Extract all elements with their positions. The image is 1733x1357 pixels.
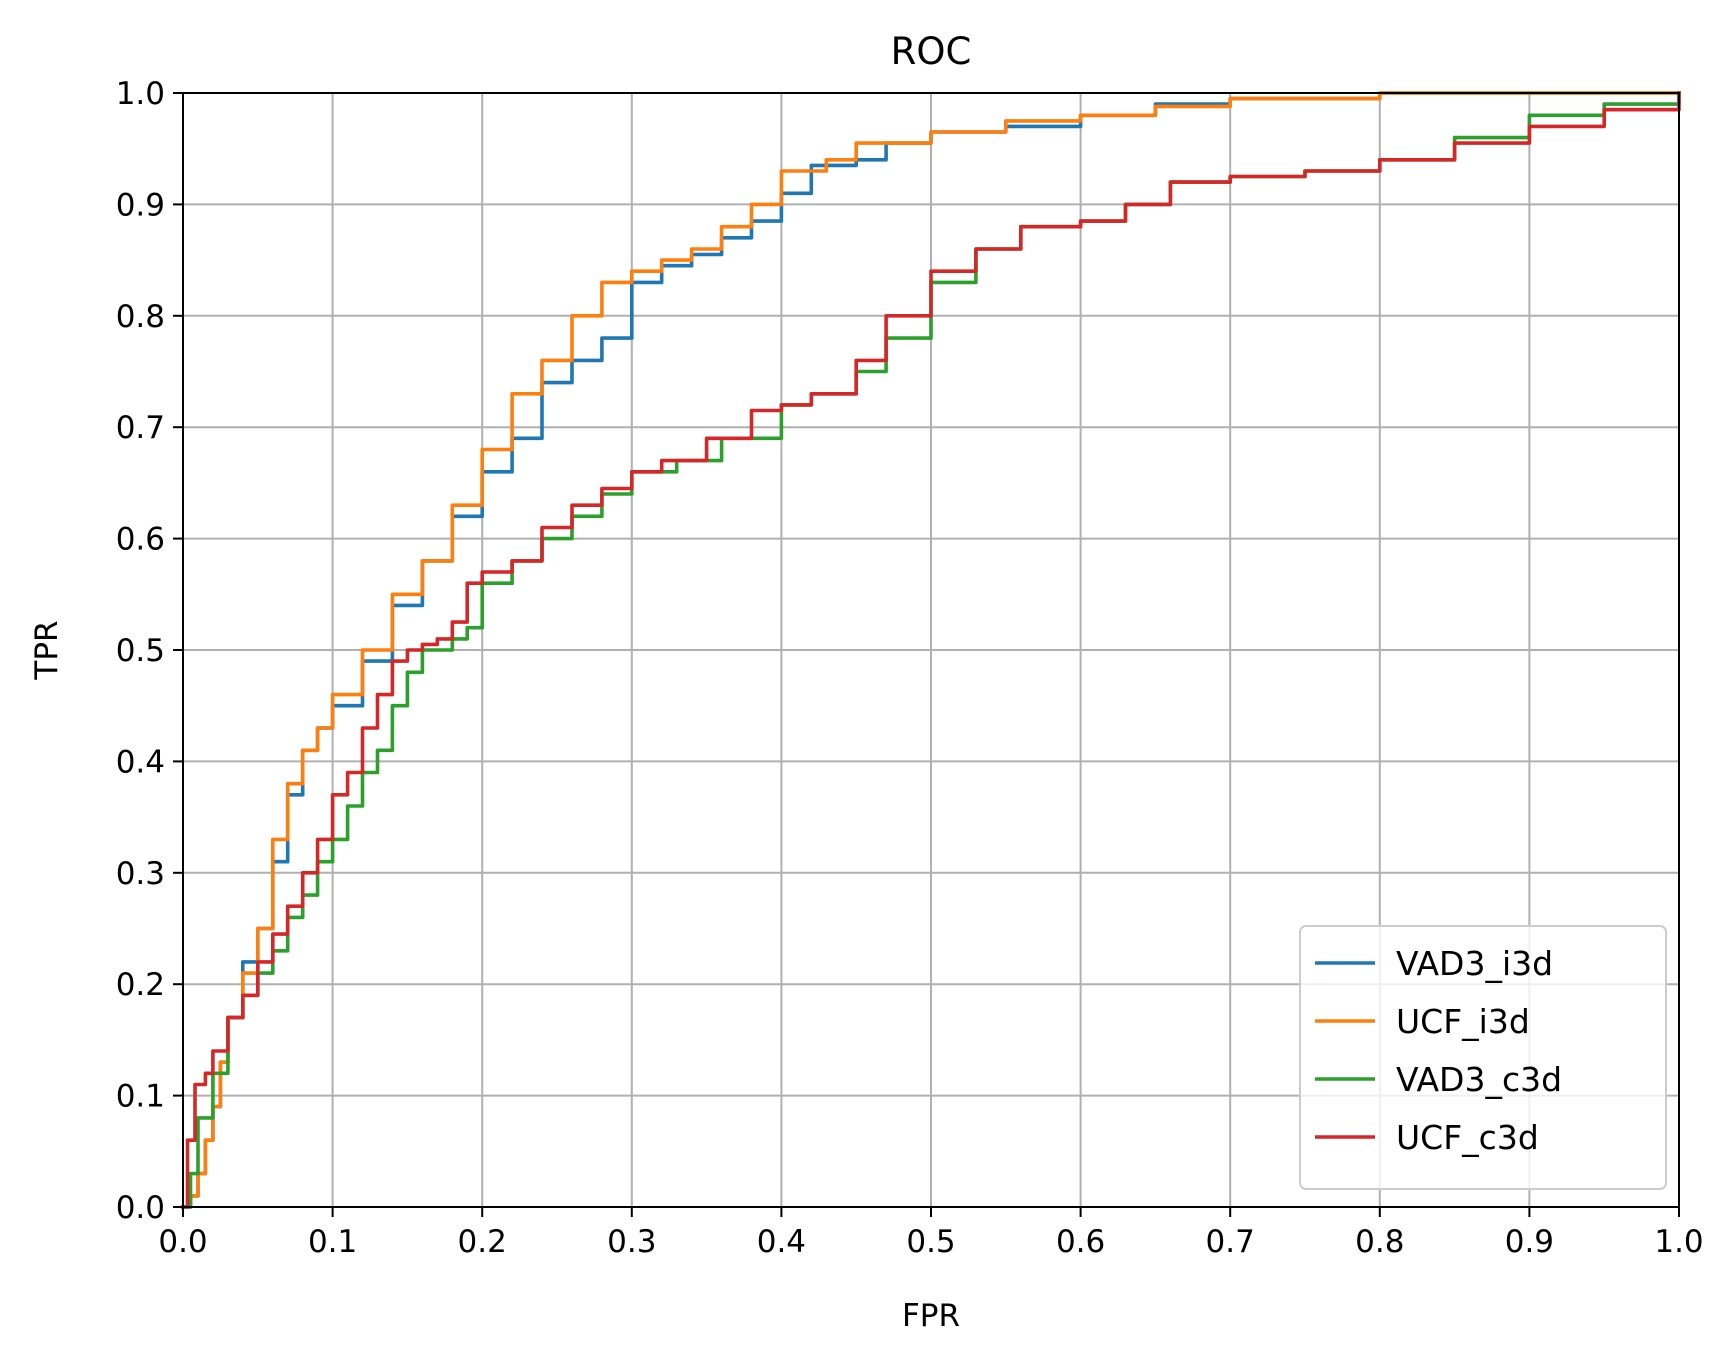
- x-tick-label: 0.3: [607, 1224, 656, 1260]
- legend-label: VAD3_i3d: [1396, 944, 1553, 983]
- x-tick-label: 0.1: [308, 1224, 357, 1260]
- x-axis-title: FPR: [902, 1298, 960, 1334]
- legend-label: UCF_c3d: [1396, 1118, 1539, 1157]
- legend-label: UCF_i3d: [1396, 1002, 1530, 1041]
- x-tick-label: 0.9: [1505, 1224, 1554, 1260]
- y-tick-label: 0.9: [116, 187, 165, 223]
- x-tick-label: 0.5: [906, 1224, 955, 1260]
- x-tick-label: 0.6: [1056, 1224, 1105, 1260]
- y-tick-label: 0.3: [116, 856, 165, 892]
- x-tick-label: 0.8: [1355, 1224, 1404, 1260]
- y-tick-label: 0.4: [116, 744, 165, 780]
- chart-title: ROC: [891, 30, 972, 73]
- x-tick-label: 0.4: [757, 1224, 806, 1260]
- y-tick-label: 1.0: [116, 76, 165, 112]
- x-tick-label: 0.7: [1206, 1224, 1255, 1260]
- y-tick-label: 0.6: [116, 522, 165, 558]
- x-tick-label: 0.0: [158, 1224, 207, 1260]
- x-tick-label: 1.0: [1654, 1224, 1703, 1260]
- legend: VAD3_i3d UCF_i3d VAD3_c3d UCF_c3d: [1299, 925, 1667, 1190]
- series-line-ucf-c3d: [181, 91, 1681, 1209]
- y-axis-title: TPR: [29, 620, 65, 680]
- axis-ticks: 0.0 0.1 0.2 0.3 0.4 0.5 0.6 0.7 0.8 0.9 1.0 0.0 0.1 0…: [116, 76, 1704, 1260]
- series-layer: [181, 91, 1681, 1209]
- legend-label: VAD3_c3d: [1396, 1060, 1562, 1099]
- y-tick-label: 0.8: [116, 299, 165, 335]
- legend-box: [1299, 925, 1667, 1190]
- y-tick-label: 0.7: [116, 410, 165, 446]
- x-tick-label: 0.2: [458, 1224, 507, 1260]
- y-tick-label: 0.1: [116, 1079, 165, 1115]
- y-tick-label: 0.5: [116, 633, 165, 669]
- y-tick-label: 0.2: [116, 967, 165, 1003]
- y-tick-label: 0.0: [116, 1190, 165, 1226]
